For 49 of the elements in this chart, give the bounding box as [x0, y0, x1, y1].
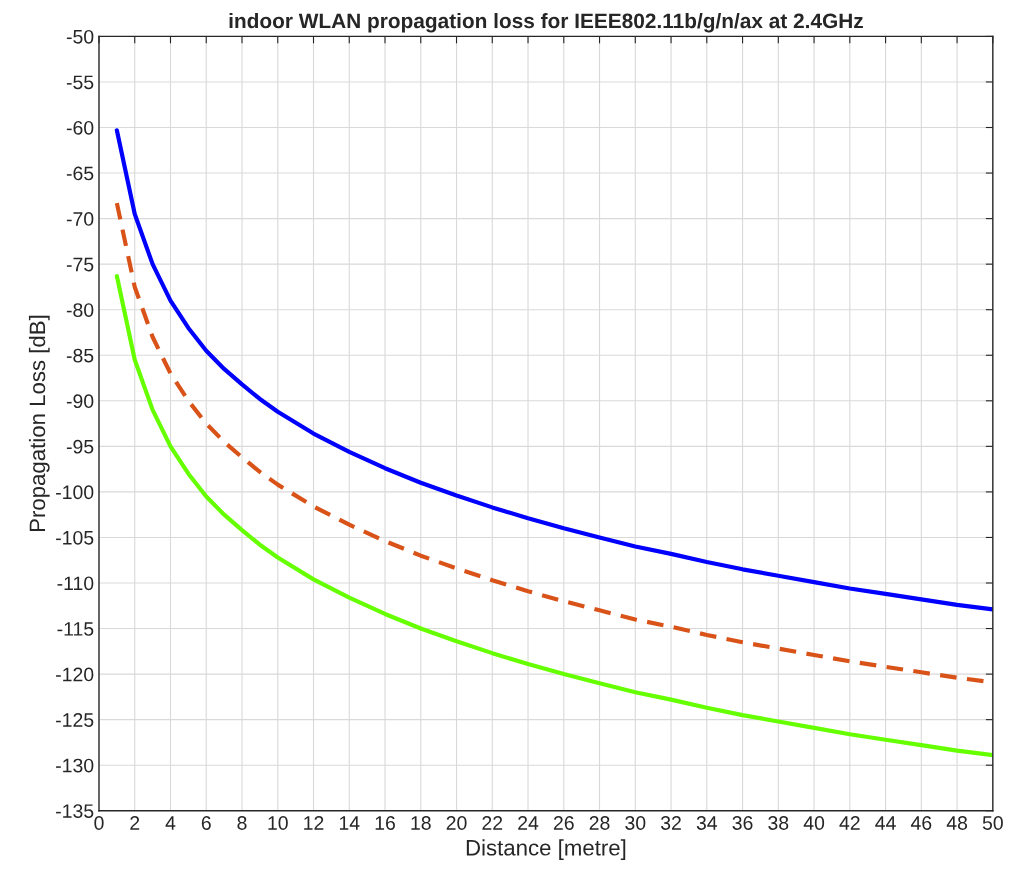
x-tick-label: 32 [660, 816, 681, 830]
chart-title: indoor WLAN propagation loss for IEEE802.11b/g/n/ax at 2.4GHz [229, 12, 863, 33]
x-tick-label: 18 [411, 816, 431, 830]
x-tick-label: 16 [375, 816, 395, 830]
x-tick-label: 10 [268, 816, 288, 830]
y-tick-label: -115 [57, 622, 94, 636]
y-tick-label: -110 [57, 576, 94, 591]
y-tick-label: -90 [66, 394, 94, 409]
y-tick-label: -55 [66, 75, 94, 90]
y-tick-label: -85 [66, 348, 94, 363]
x-tick-label: 28 [589, 816, 610, 830]
y-tick-label: -50 [66, 29, 94, 44]
x-tick-label: 12 [304, 816, 324, 830]
x-tick-label: 8 [237, 816, 247, 830]
x-tick-label: 38 [768, 816, 789, 830]
x-tick-label: 48 [946, 816, 968, 830]
y-tick-label: -130 [56, 758, 94, 773]
y-tick-label: -75 [66, 257, 94, 272]
x-tick-label: 34 [696, 816, 718, 830]
x-tick-label: 2 [130, 816, 140, 830]
line-series [114, 273, 993, 758]
y-tick-label: -95 [66, 439, 94, 454]
y-tick-label: -70 [66, 212, 94, 226]
y-tick-label: -105 [56, 530, 94, 545]
y-tick-label: -135 [56, 804, 94, 818]
x-tick-label: 4 [165, 816, 176, 830]
y-tick-label: -120 [56, 667, 94, 682]
x-tick-label: 0 [94, 816, 104, 830]
x-tick-label: 30 [625, 816, 646, 830]
x-tick-label: 22 [482, 816, 503, 830]
y-axis-title: Propagation Loss [dB] [28, 315, 50, 532]
x-tick-label: 46 [910, 816, 932, 830]
line-series [114, 128, 993, 612]
y-tick-label: -65 [66, 166, 94, 181]
x-tick-label: 14 [339, 816, 360, 830]
y-tick-label: -100 [56, 485, 94, 500]
y-tick-label: -80 [66, 303, 94, 317]
x-axis-title: Distance [metre] [466, 839, 626, 860]
y-tick-label: -60 [66, 120, 94, 135]
x-tick-label: 40 [803, 816, 825, 830]
x-tick-label: 26 [553, 816, 574, 830]
x-tick-label: 20 [446, 816, 467, 830]
x-tick-label: 42 [839, 816, 860, 830]
x-tick-label: 36 [732, 816, 753, 830]
x-tick-label: 50 [982, 816, 1003, 830]
y-tick-label: -125 [56, 713, 94, 727]
x-tick-label: 6 [201, 816, 211, 830]
x-tick-label: 44 [875, 816, 896, 830]
x-tick-label: 24 [518, 816, 539, 830]
